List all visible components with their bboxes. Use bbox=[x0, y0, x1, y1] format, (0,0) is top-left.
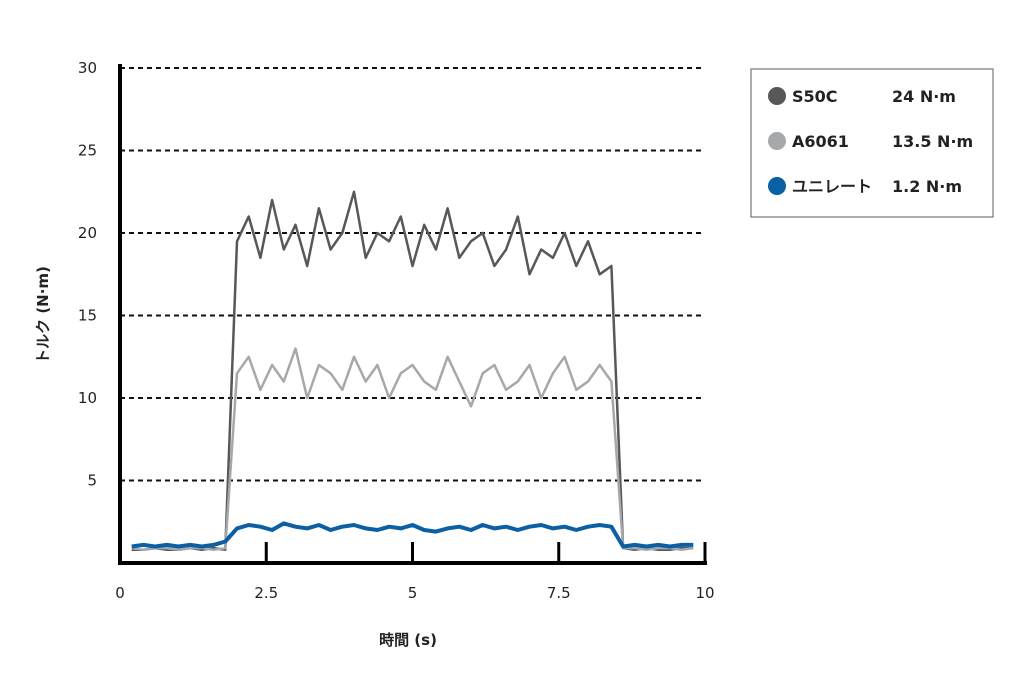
series-line-2 bbox=[131, 521, 694, 549]
legend-value-0: 24 N·m bbox=[892, 87, 956, 106]
x-tick-label: 0 bbox=[115, 584, 125, 602]
y-tick-label: 5 bbox=[87, 472, 97, 490]
legend-marker-2 bbox=[768, 177, 786, 195]
legend-marker-1 bbox=[768, 132, 786, 150]
y-axis-label: トルク (N·m) bbox=[34, 266, 52, 364]
legend-label-1: A6061 bbox=[792, 132, 849, 151]
y-tick-label: 15 bbox=[78, 307, 97, 325]
y-tick-label: 25 bbox=[78, 142, 97, 160]
x-tick-label: 5 bbox=[408, 584, 418, 602]
x-tick-label: 2.5 bbox=[254, 584, 278, 602]
series-line-0 bbox=[131, 190, 694, 552]
series-line-1 bbox=[131, 347, 694, 552]
legend-label-2: ユニレート bbox=[792, 177, 872, 196]
y-tick-label: 30 bbox=[78, 59, 97, 77]
x-tick-label: 10 bbox=[695, 584, 714, 602]
y-tick-label: 10 bbox=[78, 389, 97, 407]
x-axis-label: 時間 (s) bbox=[379, 631, 437, 649]
legend-value-1: 13.5 N·m bbox=[892, 132, 973, 151]
y-tick-label: 20 bbox=[78, 224, 97, 242]
legend-label-0: S50C bbox=[792, 87, 838, 106]
x-tick-label: 7.5 bbox=[547, 584, 571, 602]
legend-value-2: 1.2 N·m bbox=[892, 177, 962, 196]
legend: S50C 24 N·m A6061 13.5 N·m ユニレート 1.2 N·m bbox=[750, 68, 994, 218]
legend-marker-0 bbox=[768, 87, 786, 105]
legend-box bbox=[750, 68, 994, 218]
